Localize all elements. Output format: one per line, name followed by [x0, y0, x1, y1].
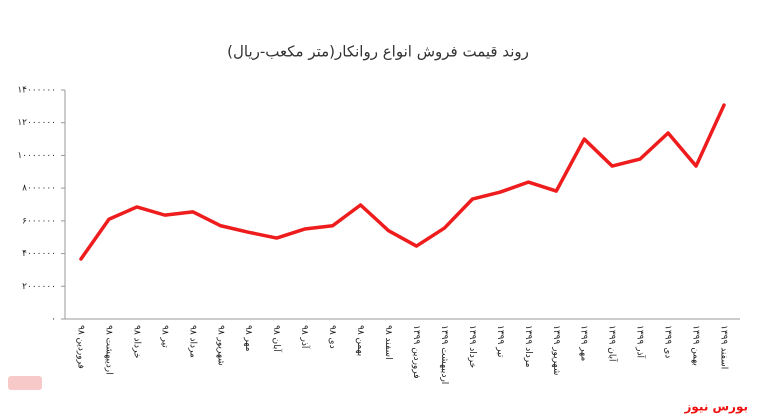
y-tick-label: ۱۴۰۰۰۰۰۰ — [17, 86, 56, 96]
x-tick-label: دی ۱۳۹۹ — [663, 325, 673, 358]
x-tick-label: تیر ۱۳۹۹ — [495, 325, 505, 358]
x-tick-label: بهمن ۱۳۹۹ — [691, 325, 701, 366]
y-tick-label: ۱۰۰۰۰۰۰۰ — [17, 151, 56, 161]
x-tick-label: فروردین ۱۳۹۹ — [411, 325, 421, 379]
x-tick-label: تیر ۹۸ — [159, 325, 169, 348]
y-tick-label: ۶۰۰۰۰۰۰ — [22, 216, 56, 226]
x-tick-label: آبان ۱۳۹۹ — [607, 325, 619, 362]
y-tick-label: ۴۰۰۰۰۰۰ — [22, 249, 56, 259]
y-tick-label: ۲۰۰۰۰۰۰ — [22, 282, 56, 292]
x-tick-label: اسفند ۹۸ — [383, 325, 393, 360]
x-tick-label: اردیبهشت ۱۳۹۹ — [439, 325, 449, 384]
x-tick-label: آبان ۹۸ — [271, 325, 283, 352]
x-tick-label: مهر ۱۳۹۹ — [579, 325, 589, 361]
x-tick-label: مهر ۹۸ — [243, 325, 253, 352]
x-tick-label: بهمن ۹۸ — [355, 325, 365, 356]
chart-title: روند قیمت فروش انواع روانکار(متر مکعب-ری… — [227, 43, 529, 61]
logo — [8, 376, 42, 390]
x-tick-label: شهریور ۱۳۹۹ — [551, 325, 561, 375]
x-tick-label: شهریور ۹۸ — [215, 325, 225, 366]
x-tick-label: خرداد ۱۳۹۹ — [467, 325, 477, 368]
x-tick-label: مرداد ۹۸ — [187, 325, 197, 358]
y-tick-label: ۰ — [51, 315, 56, 325]
y-tick-label: ۸۰۰۰۰۰۰ — [22, 184, 56, 194]
x-tick-label: آذر ۱۳۹۹ — [635, 325, 647, 359]
y-tick-label: ۱۲۰۰۰۰۰۰ — [17, 118, 56, 128]
x-tick-label: فروردین ۹۸ — [75, 325, 85, 369]
x-tick-label: اردیبهشت ۹۸ — [103, 325, 113, 375]
x-tick-label: دی ۹۸ — [327, 325, 337, 349]
line — [79, 103, 726, 261]
source: بورس نیوز — [683, 400, 748, 415]
x-tick-label: اسفند ۱۳۹۹ — [719, 325, 729, 369]
x-tick-label: خرداد ۹۸ — [131, 325, 141, 359]
x-tick-label: مرداد ۱۳۹۹ — [523, 325, 533, 368]
x-tick-label: آذر ۹۸ — [299, 325, 311, 349]
